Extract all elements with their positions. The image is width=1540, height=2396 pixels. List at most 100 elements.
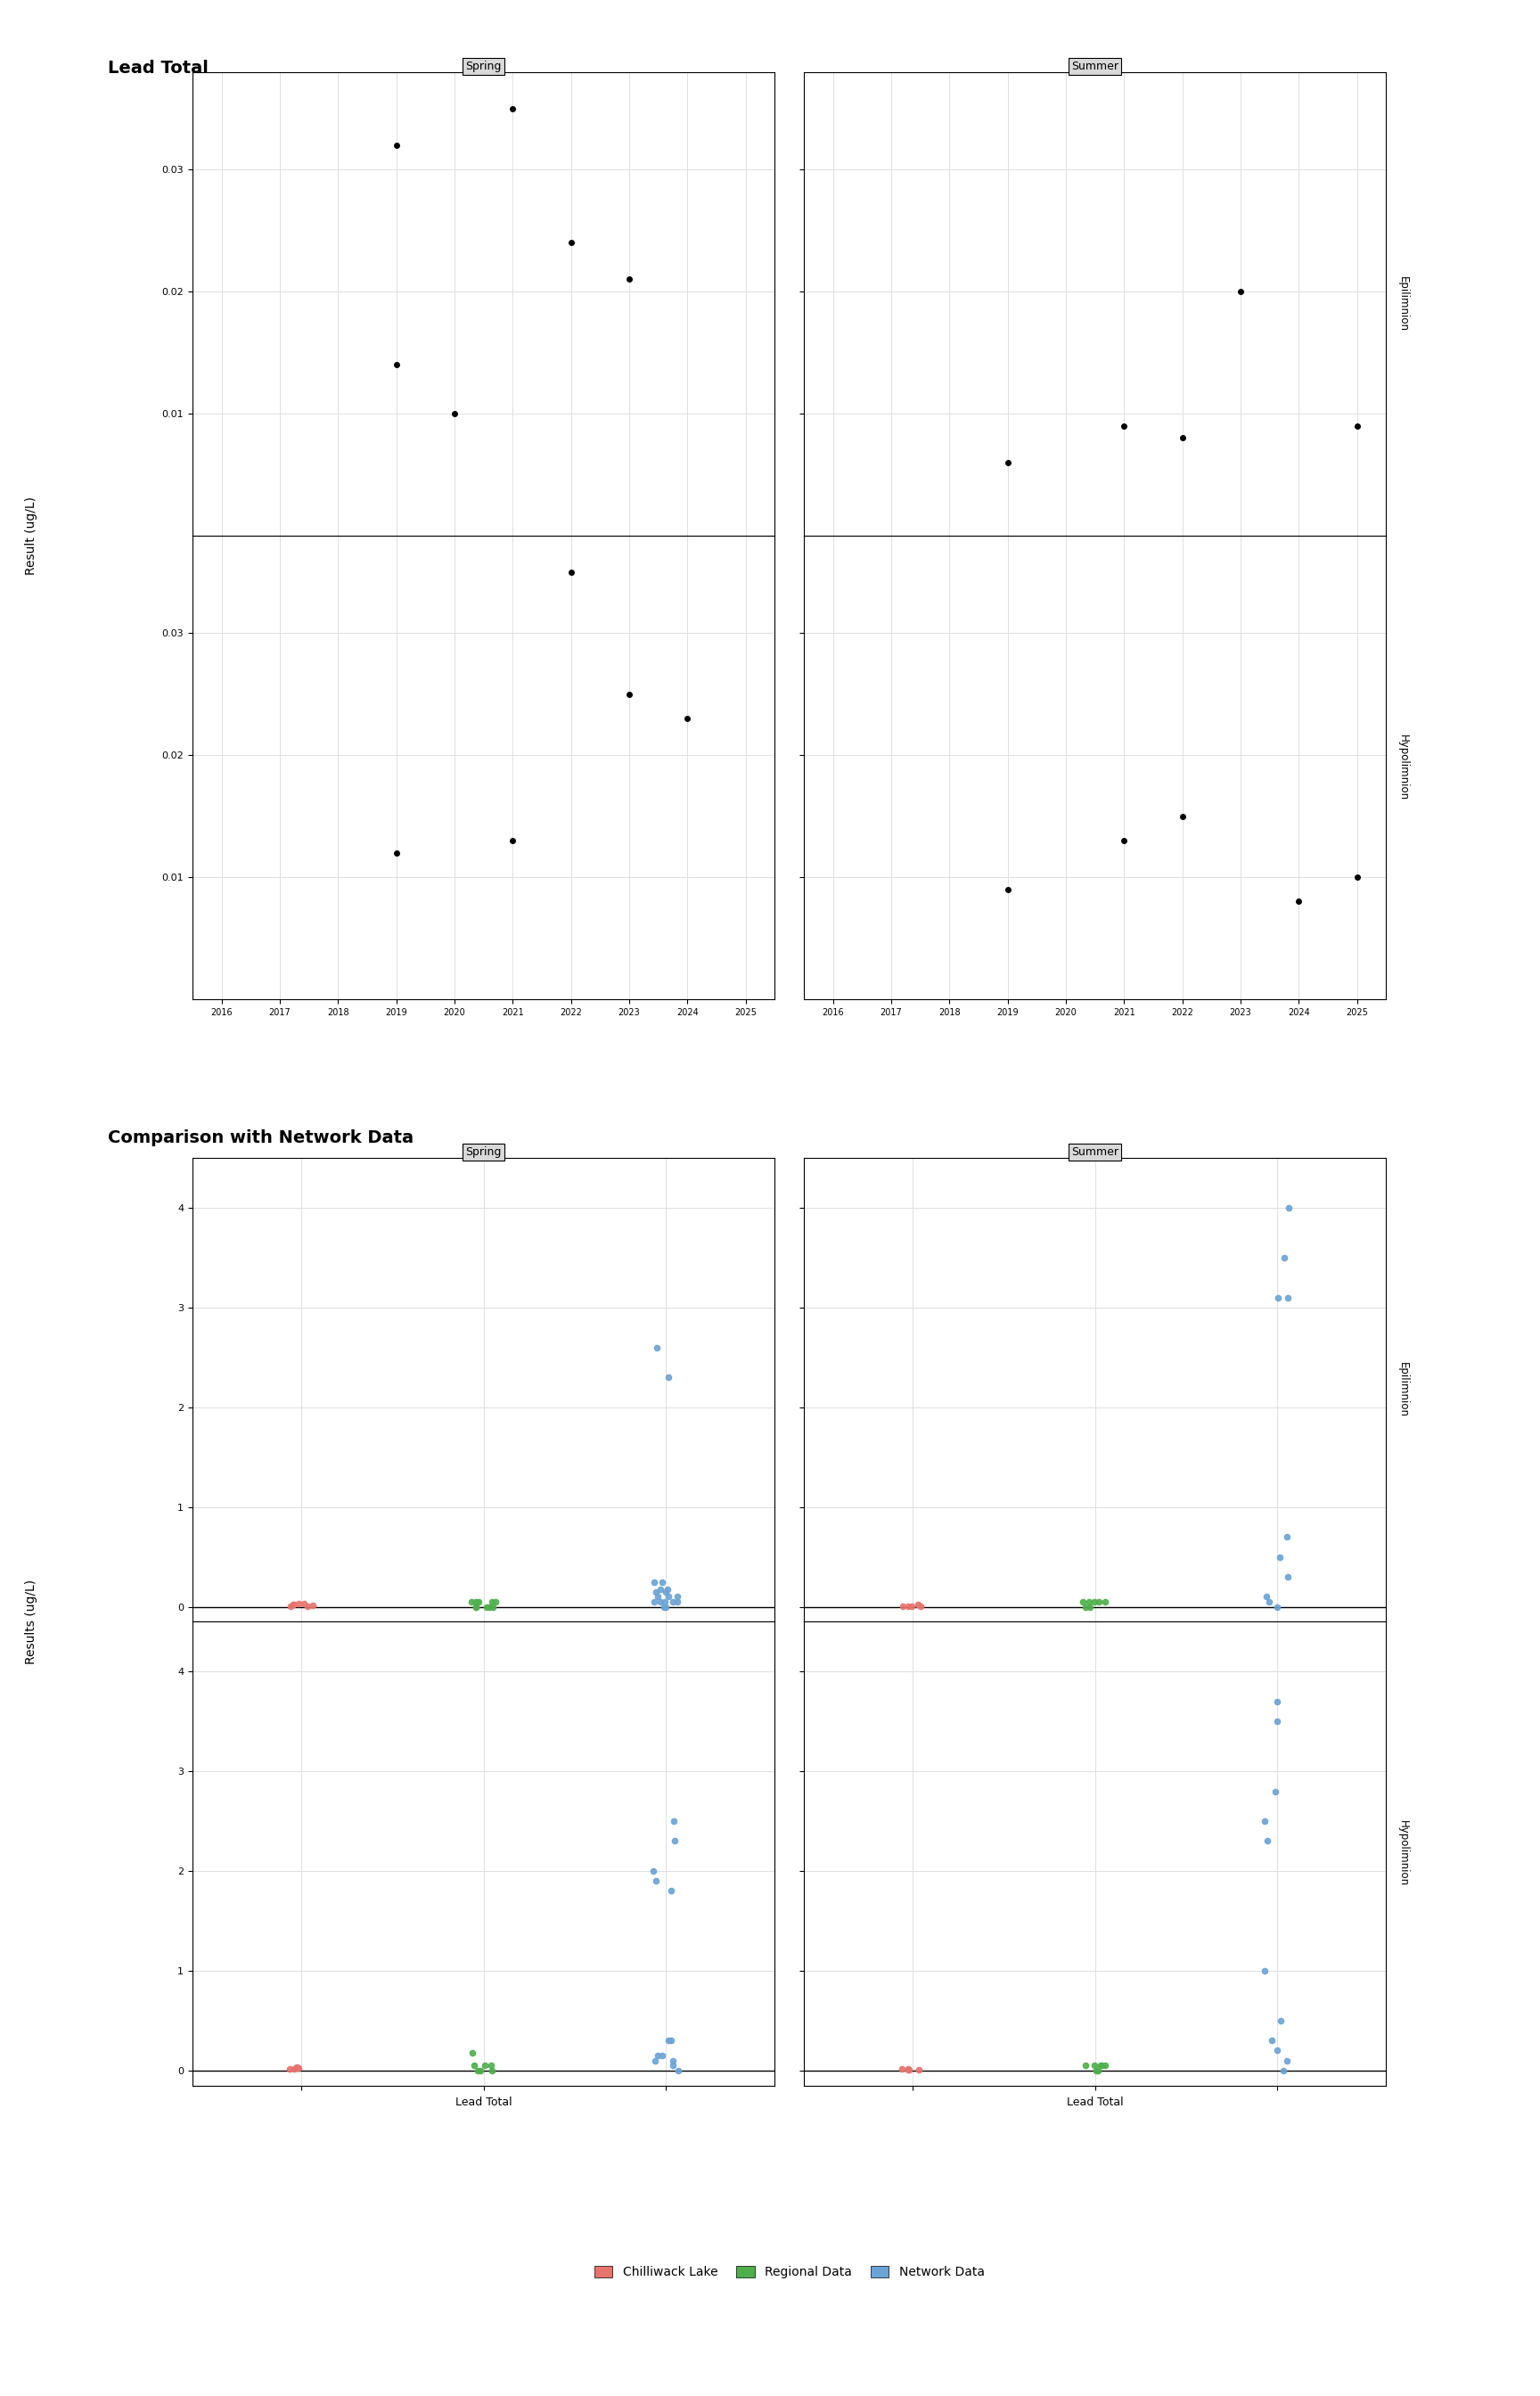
- Point: [480, 1584, 505, 1622]
- Point: [661, 2046, 685, 2085]
- Legend: Chilliwack Lake, Regional Data, Network Data: Chilliwack Lake, Regional Data, Network …: [590, 2262, 989, 2283]
- Point: [665, 2051, 690, 2089]
- Point: [1260, 2022, 1284, 2061]
- Point: [279, 1586, 303, 1624]
- Text: Comparison with Network Data: Comparison with Network Data: [108, 1129, 414, 1145]
- Point: [474, 1589, 499, 1627]
- Point: [645, 2037, 670, 2075]
- Point: [1266, 1279, 1291, 1318]
- Text: Hypolimnion: Hypolimnion: [1398, 1821, 1409, 1886]
- Point: [661, 2041, 685, 2080]
- Point: [650, 1562, 675, 1601]
- Point: [1078, 1589, 1103, 1627]
- Point: [1254, 1577, 1278, 1615]
- Point: [464, 1589, 488, 1627]
- Title: Summer: Summer: [1072, 1148, 1118, 1157]
- Point: [641, 1852, 665, 1890]
- Point: [468, 2051, 493, 2089]
- Point: [280, 1586, 305, 1624]
- Point: [656, 1359, 681, 1397]
- Point: [662, 1821, 687, 1859]
- Point: [479, 2051, 504, 2089]
- Point: [659, 2022, 684, 2061]
- Point: [1263, 1773, 1287, 1811]
- Point: [651, 1584, 676, 1622]
- Point: [300, 1586, 325, 1624]
- Point: [1275, 1279, 1300, 1318]
- Point: [661, 1802, 685, 1840]
- Point: [1255, 1821, 1280, 1859]
- Point: [1267, 1538, 1292, 1577]
- Text: Epilimnion: Epilimnion: [1398, 276, 1409, 331]
- Point: [896, 1586, 921, 1624]
- Point: [642, 2041, 667, 2080]
- Point: [899, 1586, 924, 1624]
- Point: [1084, 2051, 1109, 2089]
- Point: [1257, 1584, 1281, 1622]
- Point: [479, 2046, 504, 2085]
- Point: [1264, 1701, 1289, 1739]
- Point: [642, 1584, 667, 1622]
- Point: [1277, 1188, 1301, 1227]
- Point: [665, 1577, 690, 1615]
- Point: [1089, 2046, 1113, 2085]
- Title: Summer: Summer: [1072, 60, 1118, 72]
- Point: [293, 1584, 317, 1622]
- Point: [1264, 1589, 1289, 1627]
- Point: [464, 1589, 488, 1627]
- Point: [1252, 1953, 1277, 1991]
- Point: [480, 1589, 505, 1627]
- Point: [1073, 1589, 1098, 1627]
- Point: [1272, 2051, 1297, 2089]
- Point: [1086, 2051, 1110, 2089]
- Point: [648, 1584, 673, 1622]
- Point: [1089, 2046, 1113, 2085]
- Point: [465, 2051, 490, 2089]
- Point: [645, 1577, 670, 1615]
- Point: [286, 2049, 311, 2087]
- Point: [644, 1572, 668, 1610]
- Point: [1275, 2041, 1300, 2080]
- Point: [280, 1586, 305, 1624]
- Point: [890, 1586, 915, 1624]
- Text: Epilimnion: Epilimnion: [1398, 1363, 1409, 1418]
- Point: [651, 1589, 676, 1627]
- Point: [644, 1862, 668, 1900]
- Point: [1083, 1584, 1107, 1622]
- X-axis label: Lead Total: Lead Total: [456, 2096, 511, 2108]
- Point: [656, 1569, 681, 1608]
- Point: [1083, 2046, 1107, 2085]
- Point: [1275, 1557, 1300, 1596]
- Point: [1087, 1584, 1112, 1622]
- Point: [907, 2051, 932, 2089]
- X-axis label: Lead Total: Lead Total: [1067, 2096, 1123, 2108]
- Point: [283, 2049, 308, 2087]
- Title: Spring: Spring: [465, 60, 502, 72]
- Point: [1070, 1584, 1095, 1622]
- Point: [1073, 2046, 1098, 2085]
- Point: [645, 1327, 670, 1366]
- Point: [484, 1584, 508, 1622]
- Text: Lead Total: Lead Total: [108, 60, 208, 77]
- Point: [648, 1569, 673, 1608]
- Point: [473, 2046, 497, 2085]
- Point: [654, 1589, 679, 1627]
- Point: [285, 2049, 310, 2087]
- Point: [890, 2051, 915, 2089]
- Point: [459, 1584, 484, 1622]
- Point: [1264, 1682, 1289, 1720]
- Point: [296, 1586, 320, 1624]
- Title: Spring: Spring: [465, 1148, 502, 1157]
- Point: [286, 1584, 311, 1622]
- Point: [661, 1584, 685, 1622]
- Point: [1275, 1519, 1300, 1557]
- Text: Results (ug/L): Results (ug/L): [25, 1579, 37, 1665]
- Point: [659, 1871, 684, 1910]
- Point: [656, 2022, 681, 2061]
- Point: [656, 1577, 681, 1615]
- Point: [642, 1562, 667, 1601]
- Point: [1267, 2001, 1292, 2039]
- Point: [277, 2051, 302, 2089]
- Point: [896, 2051, 921, 2089]
- Point: [1252, 1802, 1277, 1840]
